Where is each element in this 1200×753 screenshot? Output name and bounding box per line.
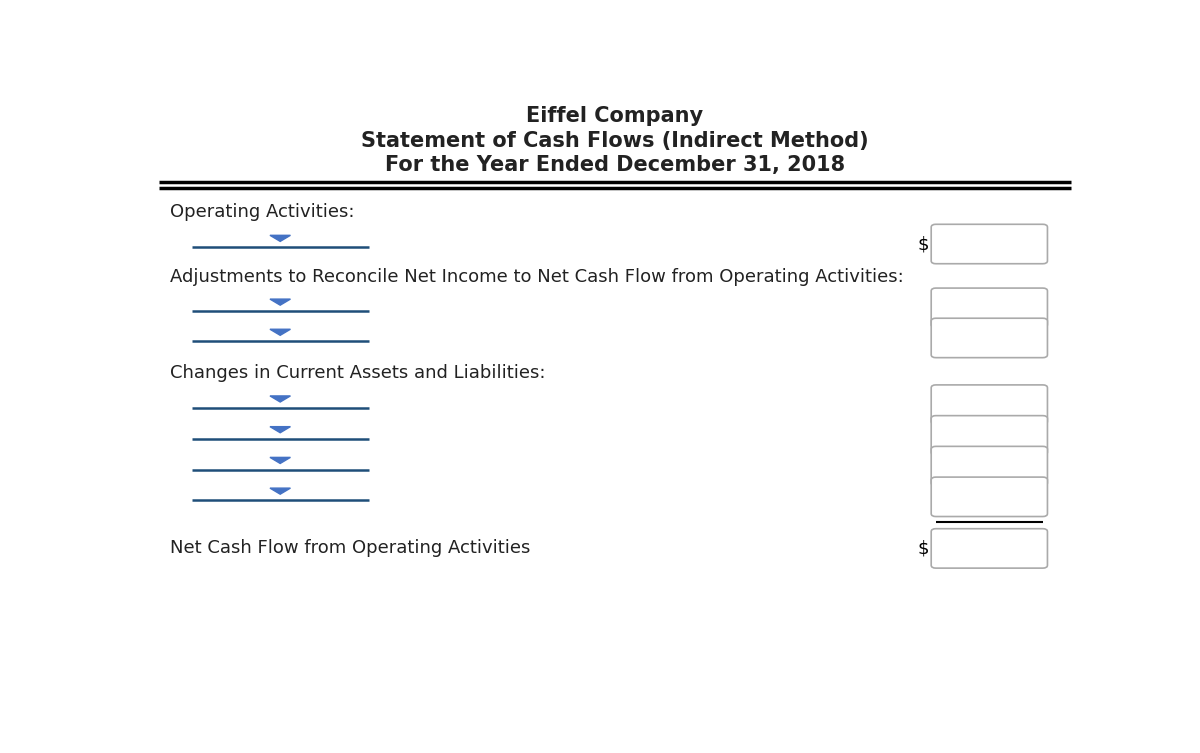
Text: For the Year Ended December 31, 2018: For the Year Ended December 31, 2018 xyxy=(385,155,845,175)
FancyBboxPatch shape xyxy=(931,477,1048,517)
FancyBboxPatch shape xyxy=(931,416,1048,455)
Text: $: $ xyxy=(918,235,929,253)
Text: Net Cash Flow from Operating Activities: Net Cash Flow from Operating Activities xyxy=(170,539,530,557)
FancyBboxPatch shape xyxy=(931,529,1048,568)
Polygon shape xyxy=(270,396,290,402)
Polygon shape xyxy=(270,299,290,305)
Text: Eiffel Company: Eiffel Company xyxy=(527,106,703,127)
FancyBboxPatch shape xyxy=(931,319,1048,358)
Text: $: $ xyxy=(918,539,929,557)
Polygon shape xyxy=(270,427,290,433)
Text: Changes in Current Assets and Liabilities:: Changes in Current Assets and Liabilitie… xyxy=(170,364,546,383)
Polygon shape xyxy=(270,329,290,335)
Text: Adjustments to Reconcile Net Income to Net Cash Flow from Operating Activities:: Adjustments to Reconcile Net Income to N… xyxy=(170,268,905,286)
Polygon shape xyxy=(270,457,290,463)
FancyBboxPatch shape xyxy=(931,288,1048,328)
Text: Operating Activities:: Operating Activities: xyxy=(170,203,355,221)
Polygon shape xyxy=(270,488,290,494)
Text: Statement of Cash Flows (Indirect Method): Statement of Cash Flows (Indirect Method… xyxy=(361,131,869,151)
FancyBboxPatch shape xyxy=(931,385,1048,425)
FancyBboxPatch shape xyxy=(931,447,1048,486)
FancyBboxPatch shape xyxy=(931,224,1048,264)
Polygon shape xyxy=(270,235,290,242)
